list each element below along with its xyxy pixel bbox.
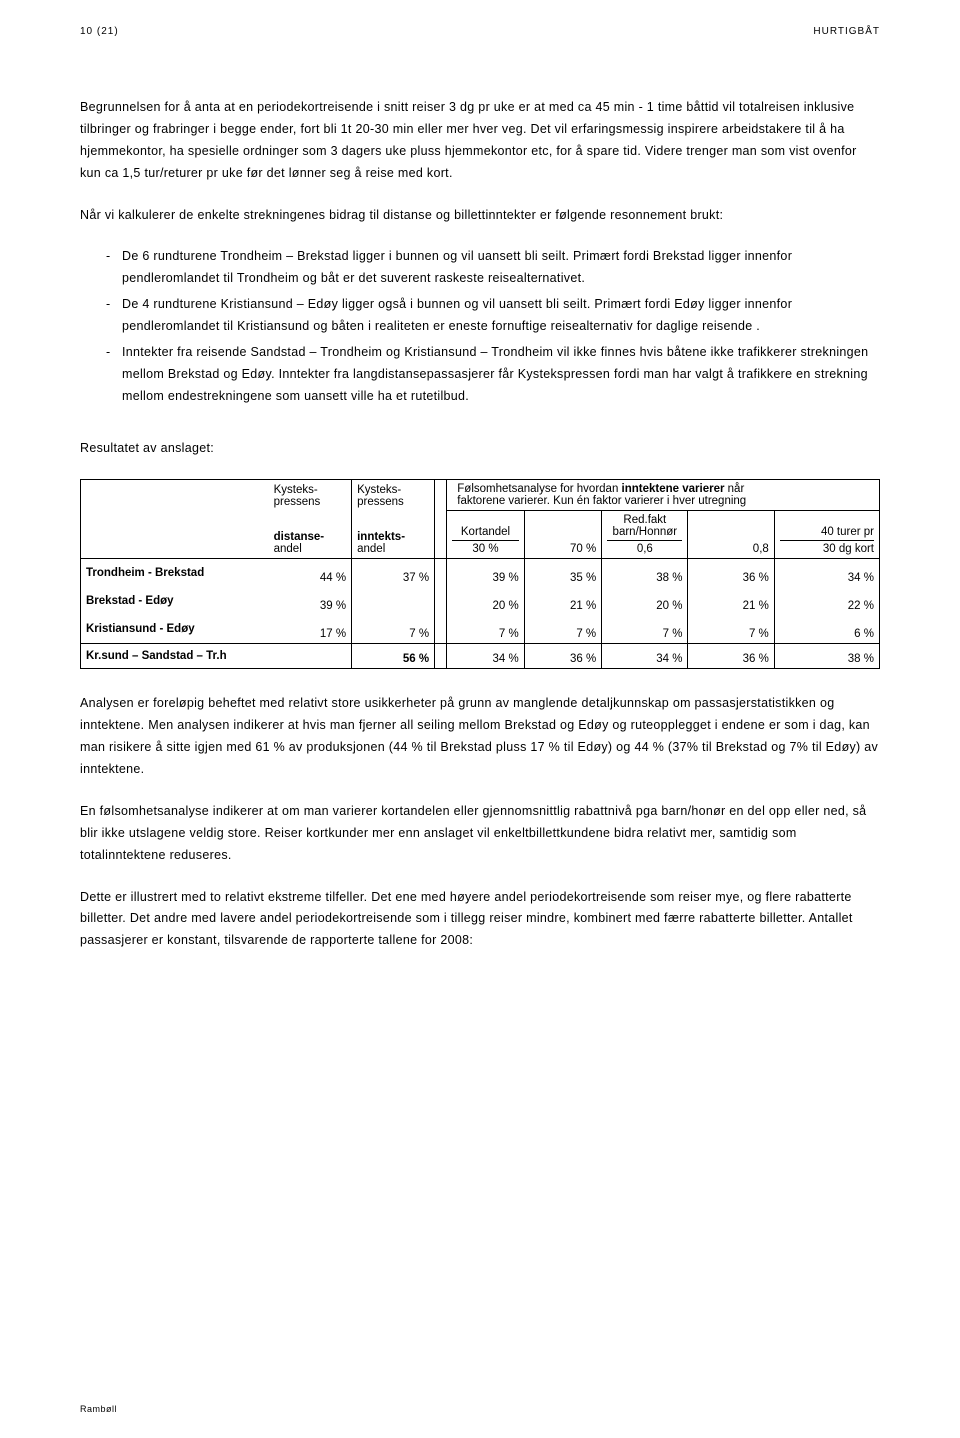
cell: 44 % bbox=[269, 559, 352, 588]
cell: 38 % bbox=[602, 559, 688, 588]
list-item: -Inntekter fra reisende Sandstad – Trond… bbox=[80, 342, 880, 408]
cell: 34 % bbox=[602, 644, 688, 669]
footer: Rambøll bbox=[80, 1404, 117, 1414]
paragraph-5: En følsomhetsanalyse indikerer at om man… bbox=[80, 801, 880, 867]
cell: 36 % bbox=[688, 644, 774, 669]
results-table: Kysteks- pressens Kysteks- pressens Føls… bbox=[80, 479, 880, 669]
cell: 36 % bbox=[524, 644, 601, 669]
cell bbox=[352, 587, 435, 615]
cell: 20 % bbox=[447, 587, 524, 615]
row-label: Kr.sund – Sandstad – Tr.h bbox=[81, 644, 269, 669]
row-label: Brekstad - Edøy bbox=[81, 587, 269, 615]
cell: 21 % bbox=[688, 587, 774, 615]
cell: 36 % bbox=[688, 559, 774, 588]
cell: 20 % bbox=[602, 587, 688, 615]
list-item-text: De 6 rundturene Trondheim – Brekstad lig… bbox=[122, 246, 880, 290]
page: 10 (21) HURTIGBÅT Begrunnelsen for å ant… bbox=[40, 0, 920, 1438]
cell: 56 % bbox=[352, 644, 435, 669]
header-left: 10 (21) bbox=[80, 26, 119, 37]
row-label: Trondheim - Brekstad bbox=[81, 559, 269, 588]
cell: 39 % bbox=[269, 587, 352, 615]
table-header-row: Kysteks- pressens Kysteks- pressens Føls… bbox=[81, 480, 880, 511]
list-item: -De 4 rundturene Kristiansund – Edøy lig… bbox=[80, 294, 880, 338]
cell bbox=[269, 644, 352, 669]
cell: 34 % bbox=[447, 644, 524, 669]
dash-icon: - bbox=[80, 246, 122, 290]
cell: 7 % bbox=[352, 615, 435, 644]
cell: 22 % bbox=[774, 587, 879, 615]
cell: 37 % bbox=[352, 559, 435, 588]
cell: 7 % bbox=[602, 615, 688, 644]
bullet-list: -De 6 rundturene Trondheim – Brekstad li… bbox=[80, 246, 880, 407]
table-row: Brekstad - Edøy 39 % 20 % 21 % 20 % 21 %… bbox=[81, 587, 880, 615]
sens-sub-2b: 0,8 bbox=[688, 511, 774, 559]
list-item-text: De 4 rundturene Kristiansund – Edøy ligg… bbox=[122, 294, 880, 338]
list-item-text: Inntekter fra reisende Sandstad – Trondh… bbox=[122, 342, 880, 408]
col2-hdr2: inntekts- andel bbox=[352, 511, 435, 559]
sens-sub-2: Red.fakt barn/Honnør 0,6 bbox=[602, 511, 688, 559]
sensitivity-header: Følsomhetsanalyse for hvordan inntektene… bbox=[447, 480, 880, 511]
sens-sub-1: Kortandel 30 % bbox=[447, 511, 524, 559]
paragraph-2: Når vi kalkulerer de enkelte strekningen… bbox=[80, 205, 880, 227]
cell: 6 % bbox=[774, 615, 879, 644]
paragraph-4: Analysen er foreløpig beheftet med relat… bbox=[80, 693, 880, 781]
row-label: Kristiansund - Edøy bbox=[81, 615, 269, 644]
col1-hdr: Kysteks- pressens bbox=[269, 480, 352, 511]
cell: 21 % bbox=[524, 587, 601, 615]
table-subheader-row: distanse- andel inntekts- andel Kortande… bbox=[81, 511, 880, 559]
cell: 7 % bbox=[447, 615, 524, 644]
sens-sub-1b: 70 % bbox=[524, 511, 601, 559]
cell: 7 % bbox=[688, 615, 774, 644]
dash-icon: - bbox=[80, 294, 122, 338]
cell: 7 % bbox=[524, 615, 601, 644]
dash-icon: - bbox=[80, 342, 122, 408]
page-header: 10 (21) HURTIGBÅT bbox=[80, 26, 880, 37]
paragraph-1: Begrunnelsen for å anta at en periodekor… bbox=[80, 97, 880, 185]
paragraph-3: Resultatet av anslaget: bbox=[80, 438, 880, 460]
sens-sub-3: 40 turer pr 30 dg kort bbox=[774, 511, 879, 559]
cell: 39 % bbox=[447, 559, 524, 588]
col1-hdr2: distanse- andel bbox=[269, 511, 352, 559]
cell: 38 % bbox=[774, 644, 879, 669]
cell: 35 % bbox=[524, 559, 601, 588]
col2-hdr: Kysteks- pressens bbox=[352, 480, 435, 511]
table-row: Kr.sund – Sandstad – Tr.h 56 % 34 % 36 %… bbox=[81, 644, 880, 669]
header-right: HURTIGBÅT bbox=[813, 26, 880, 37]
table-row: Trondheim - Brekstad 44 % 37 % 39 % 35 %… bbox=[81, 559, 880, 588]
table-row: Kristiansund - Edøy 17 % 7 % 7 % 7 % 7 %… bbox=[81, 615, 880, 644]
cell: 34 % bbox=[774, 559, 879, 588]
cell: 17 % bbox=[269, 615, 352, 644]
paragraph-6: Dette er illustrert med to relativt ekst… bbox=[80, 887, 880, 953]
list-item: -De 6 rundturene Trondheim – Brekstad li… bbox=[80, 246, 880, 290]
